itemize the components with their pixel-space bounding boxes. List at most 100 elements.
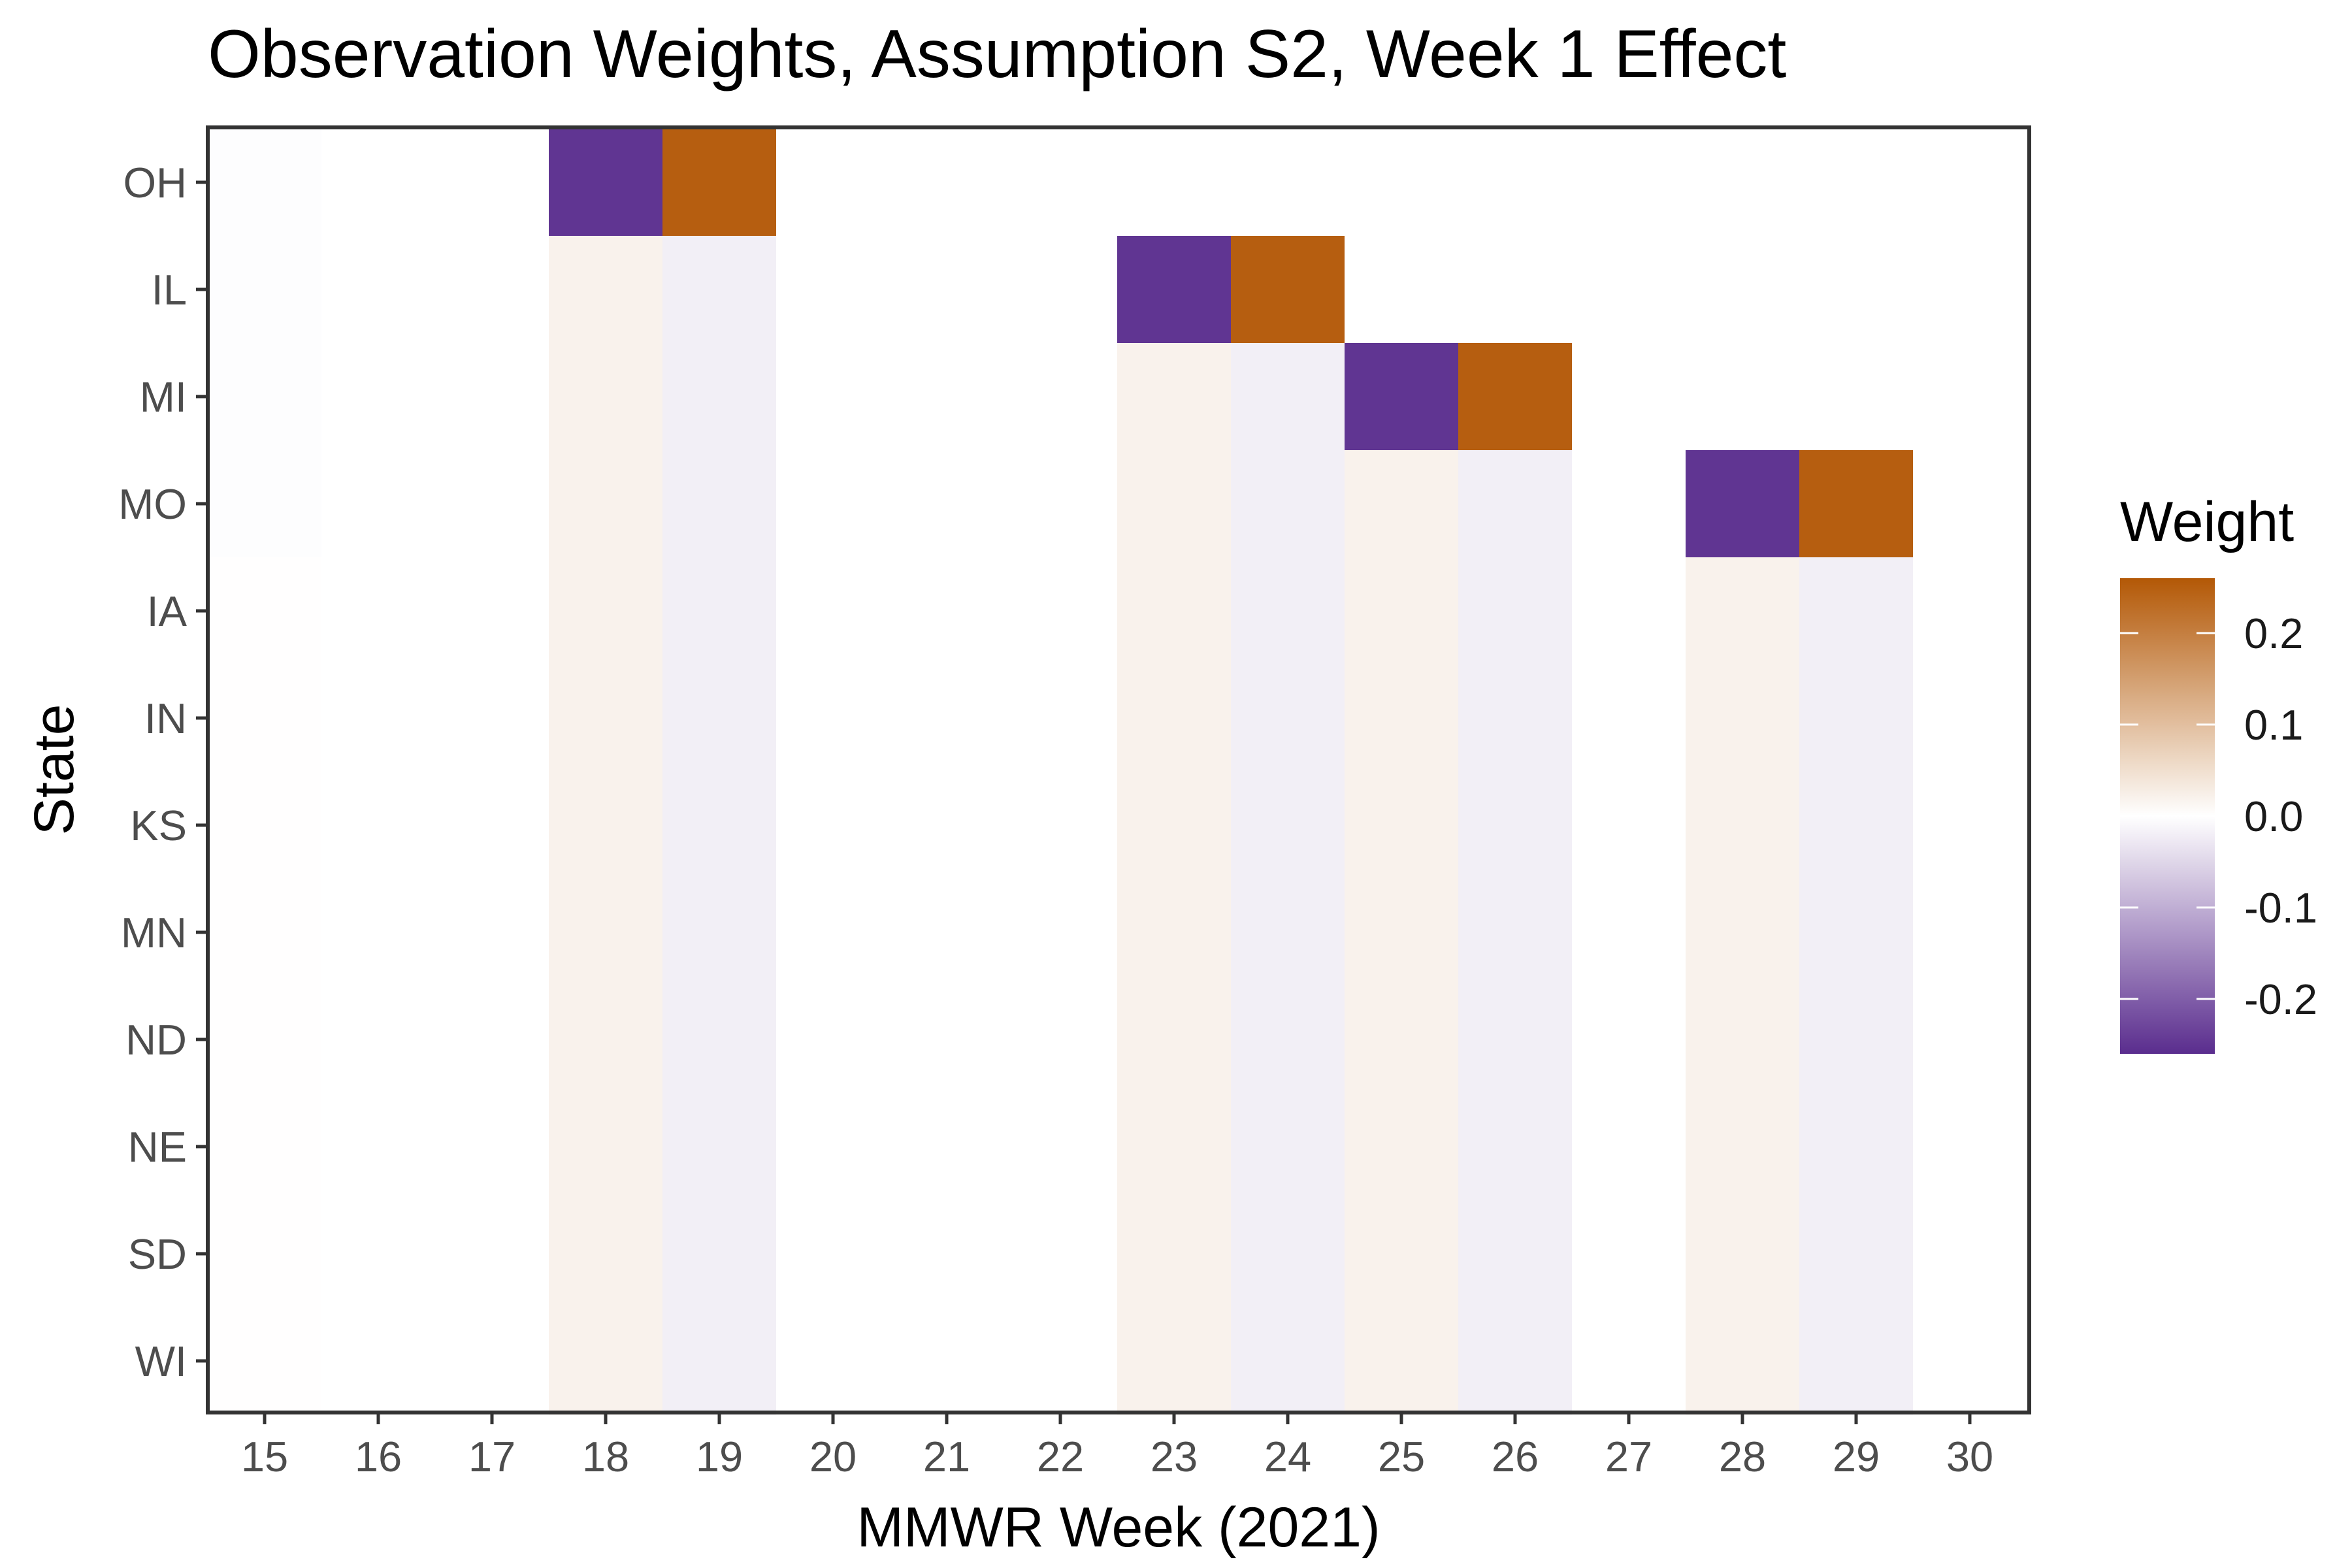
y-axis-title: State bbox=[23, 704, 86, 836]
heatmap-cell-ks-23 bbox=[1117, 772, 1232, 879]
heatmap-cell-mn-28 bbox=[1686, 879, 1800, 987]
heatmap-cell-ne-27 bbox=[1572, 1093, 1686, 1201]
heatmap-cell-wi-19 bbox=[662, 1307, 777, 1415]
heatmap-cell-nd-25 bbox=[1345, 986, 1459, 1094]
heatmap-cell-ne-30 bbox=[1913, 1093, 2027, 1201]
heatmap-cell-mn-20 bbox=[776, 879, 890, 987]
heatmap-cell-mo-25 bbox=[1345, 450, 1459, 558]
heatmap-cell-mo-20 bbox=[776, 450, 890, 558]
heatmap-cell-wi-29 bbox=[1799, 1307, 1914, 1415]
heatmap-cell-oh-18 bbox=[549, 129, 663, 237]
heatmap-cell-mn-21 bbox=[890, 879, 1004, 987]
heatmap-cell-wi-30 bbox=[1913, 1307, 2027, 1415]
heatmap-cell-sd-21 bbox=[890, 1200, 1004, 1308]
heatmap-cell-ia-19 bbox=[662, 557, 777, 665]
heatmap-cell-wi-24 bbox=[1231, 1307, 1345, 1415]
heatmap-cell-ia-26 bbox=[1458, 557, 1573, 665]
heatmap-cell-nd-19 bbox=[662, 986, 777, 1094]
legend-tick-label: 0.0 bbox=[2244, 792, 2303, 840]
heatmap-cell-il-23 bbox=[1117, 236, 1232, 344]
heatmap-cell-nd-22 bbox=[1004, 986, 1118, 1094]
heatmap-cell-sd-23 bbox=[1117, 1200, 1232, 1308]
heatmap-cell-mi-26 bbox=[1458, 343, 1573, 451]
heatmap-cell-sd-19 bbox=[662, 1200, 777, 1308]
x-tick-label: 27 bbox=[1605, 1433, 1652, 1480]
heatmap-cell-ks-27 bbox=[1572, 772, 1686, 879]
heatmap-cell-ne-17 bbox=[435, 1093, 549, 1201]
heatmap-cell-nd-16 bbox=[321, 986, 436, 1094]
heatmap-cell-mi-21 bbox=[890, 343, 1004, 451]
heatmap-cell-ia-23 bbox=[1117, 557, 1232, 665]
heatmap-cell-ks-26 bbox=[1458, 772, 1573, 879]
heatmap-cell-mi-25 bbox=[1345, 343, 1459, 451]
x-tick-label: 25 bbox=[1378, 1433, 1425, 1480]
plot-panel-border bbox=[206, 125, 2031, 1414]
y-tick-label: WI bbox=[135, 1337, 187, 1385]
heatmap-cell-mo-22 bbox=[1004, 450, 1118, 558]
heatmap-cell-nd-24 bbox=[1231, 986, 1345, 1094]
heatmap-cell-ia-18 bbox=[549, 557, 663, 665]
heatmap-cell-oh-21 bbox=[890, 129, 1004, 237]
heatmap-cell-ks-20 bbox=[776, 772, 890, 879]
heatmap-cell-sd-18 bbox=[549, 1200, 663, 1308]
heatmap-cell-in-19 bbox=[662, 664, 777, 772]
heatmap-cell-sd-25 bbox=[1345, 1200, 1459, 1308]
heatmap-cell-sd-15 bbox=[208, 1200, 322, 1308]
heatmap-cell-ks-17 bbox=[435, 772, 549, 879]
heatmap-cell-il-27 bbox=[1572, 236, 1686, 344]
heatmap-cell-mo-29 bbox=[1799, 450, 1914, 558]
heatmap-cell-mn-25 bbox=[1345, 879, 1459, 987]
heatmap-cell-sd-30 bbox=[1913, 1200, 2027, 1308]
heatmap-cell-wi-28 bbox=[1686, 1307, 1800, 1415]
heatmap-cell-il-16 bbox=[321, 236, 436, 344]
heatmap-cell-mi-29 bbox=[1799, 343, 1914, 451]
heatmap-cell-mo-15 bbox=[208, 450, 322, 558]
heatmap-cell-sd-17 bbox=[435, 1200, 549, 1308]
heatmap-cell-wi-17 bbox=[435, 1307, 549, 1415]
heatmap-cell-mi-19 bbox=[662, 343, 777, 451]
heatmap-cell-wi-16 bbox=[321, 1307, 436, 1415]
heatmap-cell-ne-25 bbox=[1345, 1093, 1459, 1201]
heatmap-cells bbox=[208, 129, 2027, 1415]
heatmap-cell-in-30 bbox=[1913, 664, 2027, 772]
heatmap-cell-ia-16 bbox=[321, 557, 436, 665]
heatmap-cell-sd-20 bbox=[776, 1200, 890, 1308]
heatmap-cell-ne-29 bbox=[1799, 1093, 1914, 1201]
heatmap-cell-ks-21 bbox=[890, 772, 1004, 879]
x-tick-label: 18 bbox=[582, 1433, 629, 1480]
heatmap-cell-ia-25 bbox=[1345, 557, 1459, 665]
heatmap-cell-sd-26 bbox=[1458, 1200, 1573, 1308]
heatmap-cell-oh-19 bbox=[662, 129, 777, 237]
heatmap-cell-il-20 bbox=[776, 236, 890, 344]
heatmap-cell-ks-19 bbox=[662, 772, 777, 879]
heatmap-cell-ks-29 bbox=[1799, 772, 1914, 879]
heatmap-cell-ne-24 bbox=[1231, 1093, 1345, 1201]
heatmap-cell-il-30 bbox=[1913, 236, 2027, 344]
heatmap-cell-nd-15 bbox=[208, 986, 322, 1094]
heatmap-cell-in-29 bbox=[1799, 664, 1914, 772]
heatmap-cell-nd-17 bbox=[435, 986, 549, 1094]
heatmap-cell-il-29 bbox=[1799, 236, 1914, 344]
x-axis-title: MMWR Week (2021) bbox=[857, 1496, 1380, 1559]
heatmap-cell-mo-24 bbox=[1231, 450, 1345, 558]
heatmap-cell-ne-21 bbox=[890, 1093, 1004, 1201]
heatmap-cell-in-28 bbox=[1686, 664, 1800, 772]
heatmap-cell-nd-28 bbox=[1686, 986, 1800, 1094]
heatmap-cell-il-19 bbox=[662, 236, 777, 344]
heatmap-cell-mn-15 bbox=[208, 879, 322, 987]
heatmap-cell-ne-20 bbox=[776, 1093, 890, 1201]
heatmap-cell-il-28 bbox=[1686, 236, 1800, 344]
heatmap-cell-mi-30 bbox=[1913, 343, 2027, 451]
heatmap-cell-oh-27 bbox=[1572, 129, 1686, 237]
legend-tick-label: 0.2 bbox=[2244, 610, 2303, 657]
heatmap-cell-in-27 bbox=[1572, 664, 1686, 772]
legend-title: Weight bbox=[2120, 491, 2294, 553]
heatmap-cell-wi-18 bbox=[549, 1307, 663, 1415]
heatmap-cell-mo-26 bbox=[1458, 450, 1573, 558]
heatmap-cell-ia-22 bbox=[1004, 557, 1118, 665]
heatmap-cell-in-15 bbox=[208, 664, 322, 772]
y-tick-label: IL bbox=[152, 266, 187, 314]
heatmap-cell-mo-16 bbox=[321, 450, 436, 558]
heatmap-cell-nd-30 bbox=[1913, 986, 2027, 1094]
heatmap-cell-il-26 bbox=[1458, 236, 1573, 344]
